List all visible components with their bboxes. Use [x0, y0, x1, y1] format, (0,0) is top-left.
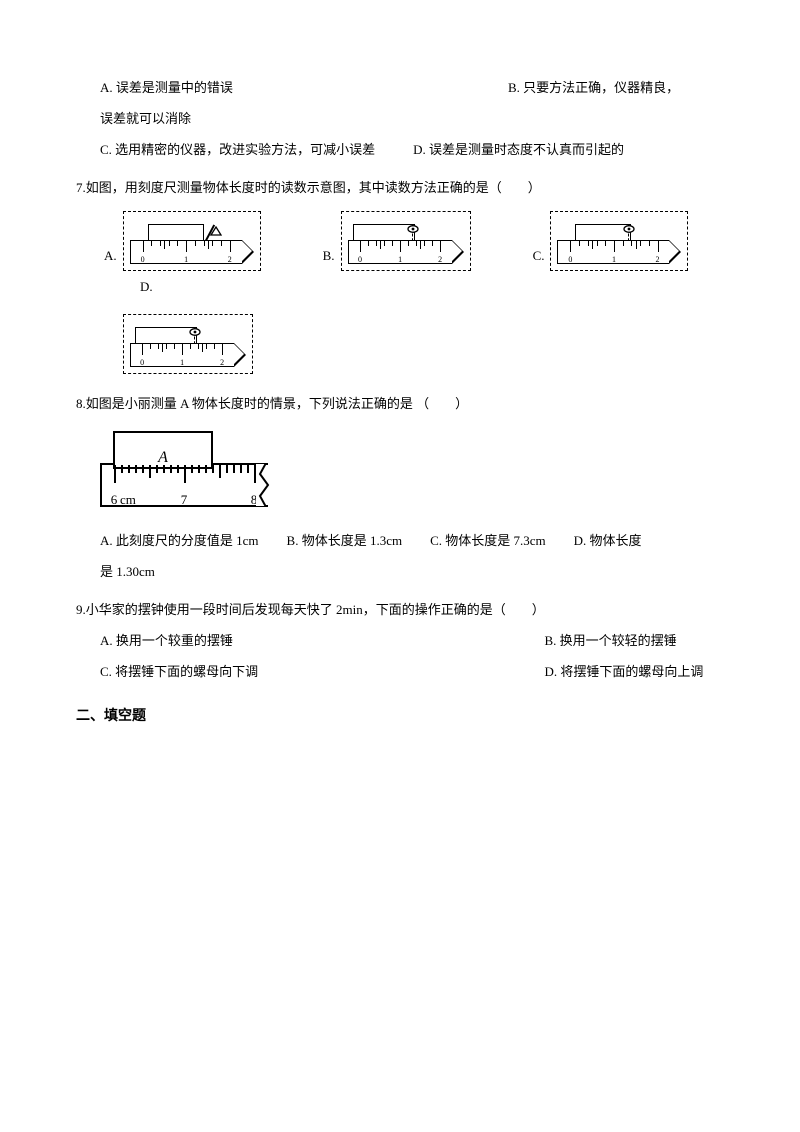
- q8-unit: cm: [120, 484, 136, 515]
- q7-fig-a: 012: [123, 211, 261, 271]
- q8-option-d: D. 物体长度: [574, 525, 642, 556]
- q7-b-ruler: 012: [348, 240, 464, 264]
- q6-row2: C. 选用精密的仪器，改进实验方法，可减小误差 D. 误差是测量时态度不认真而引…: [76, 134, 724, 165]
- q7-label-a: A.: [104, 240, 117, 271]
- q9-option-b: B. 换用一个较轻的摆锤: [424, 625, 724, 656]
- q8-ruler-end-icon: [256, 463, 270, 507]
- q7-label-b: B.: [323, 240, 335, 271]
- q8-option-a: A. 此刻度尺的分度值是 1cm: [100, 525, 259, 556]
- q8-figure: A 678 cm: [100, 427, 270, 507]
- q6-option-b: B. 只要方法正确，仪器精良，: [508, 72, 679, 103]
- q8-option-b: B. 物体长度是 1.3cm: [287, 525, 403, 556]
- q6-row1: A. 误差是测量中的错误 B. 只要方法正确，仪器精良，: [76, 72, 724, 103]
- q6-option-c: C. 选用精密的仪器，改进实验方法，可减小误差: [100, 134, 375, 165]
- q7-label-c: C.: [533, 240, 545, 271]
- q8-block: A: [113, 431, 213, 469]
- q7-d-ruler: 012: [130, 343, 246, 367]
- q8-stem: 8.如图是小丽测量 A 物体长度时的情景，下列说法正确的是 （ ）: [76, 388, 724, 419]
- q7-c-ruler: 012: [557, 240, 681, 264]
- q6-option-d: D. 误差是测量时态度不认真而引起的: [413, 134, 624, 165]
- q7-fig-d-cell: D. 012: [100, 314, 253, 374]
- q7-fig-a-cell: A. 012: [100, 211, 261, 271]
- q8-option-c: C. 物体长度是 7.3cm: [430, 525, 546, 556]
- q7-figures-row1: A. 012 B. 01: [100, 211, 724, 306]
- q7-fig-d: 012: [123, 314, 253, 374]
- q8-ruler: A 678 cm: [100, 463, 268, 507]
- section-2-title: 二、填空题: [76, 699, 724, 733]
- q9-row2: C. 将摆锤下面的螺母向下调 D. 将摆锤下面的螺母向上调: [76, 656, 724, 687]
- q6-option-a: A. 误差是测量中的错误: [100, 72, 480, 103]
- q9-row1: A. 换用一个较重的摆锤 B. 换用一个较轻的摆锤: [76, 625, 724, 656]
- worksheet-page: A. 误差是测量中的错误 B. 只要方法正确，仪器精良， 误差就可以消除 C. …: [0, 0, 800, 1132]
- q9-stem: 9.小华家的摆钟使用一段时间后发现每天快了 2min，下面的操作正确的是（ ）: [76, 594, 724, 625]
- q9-option-a: A. 换用一个较重的摆锤: [100, 625, 400, 656]
- q7-figures-row2: D. 012: [100, 314, 724, 374]
- q7-fig-b-cell: B. 012: [319, 211, 471, 271]
- q8-option-d-wrap: 是 1.30cm: [76, 556, 724, 587]
- q7-fig-c-cell: C. 012: [529, 211, 689, 271]
- q7-a-ruler: 012: [130, 240, 254, 264]
- q7-stem: 7.如图，用刻度尺测量物体长度时的读数示意图，其中读数方法正确的是（ ）: [76, 172, 724, 203]
- q7-fig-c: 012: [550, 211, 688, 271]
- q9-option-c: C. 将摆锤下面的螺母向下调: [100, 656, 400, 687]
- q9-option-d: D. 将摆锤下面的螺母向上调: [424, 656, 724, 687]
- q6-option-b-wrap: 误差就可以消除: [76, 103, 724, 134]
- q8-options: A. 此刻度尺的分度值是 1cm B. 物体长度是 1.3cm C. 物体长度是…: [76, 525, 724, 556]
- q7-label-d: D.: [140, 271, 153, 302]
- q7-fig-b: 012: [341, 211, 471, 271]
